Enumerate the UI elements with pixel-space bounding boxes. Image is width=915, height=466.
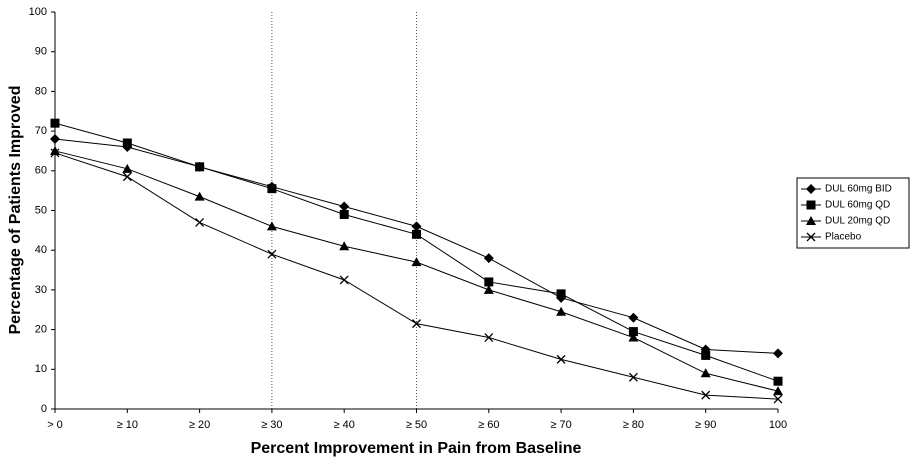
legend-label: DUL 60mg QD [825,200,890,211]
y-tick-label: 0 [41,403,47,415]
marker [266,221,277,231]
marker [339,209,349,219]
x-tick-label: ≥ 20 [189,419,210,431]
marker [122,163,133,173]
marker [556,354,566,364]
legend-label: DUL 60mg BID [825,184,892,195]
marker [483,284,494,294]
x-tick-label: 100 [769,419,787,431]
y-tick-label: 30 [35,284,47,296]
marker [806,232,816,242]
marker [628,372,638,382]
marker [806,216,816,225]
y-tick-label: 80 [35,85,47,97]
marker [339,241,350,251]
legend-label: Placebo [825,232,862,243]
marker [628,312,639,323]
y-tick-label: 100 [29,6,47,18]
y-tick-label: 90 [35,46,47,58]
marker [773,394,783,404]
marker [701,350,711,360]
x-tick-label: ≥ 90 [695,419,716,431]
x-tick-label: ≥ 60 [478,419,499,431]
y-tick-label: 50 [35,204,47,216]
x-tick-label: ≥ 50 [406,419,427,431]
x-tick-label: ≥ 40 [334,419,355,431]
marker [411,221,422,232]
marker [806,184,816,194]
marker [339,275,349,285]
x-tick-label: ≥ 70 [550,419,571,431]
marker [122,138,132,148]
x-tick-label: > 0 [47,419,63,431]
marker [701,390,711,400]
marker [484,333,494,342]
y-tick-label: 10 [35,363,47,375]
marker [50,118,60,128]
y-axis-label: Percentage of Patients Improved [7,86,24,335]
marker [556,306,567,316]
marker [339,201,350,212]
marker [195,162,205,172]
y-tick-label: 40 [35,244,47,256]
marker [267,184,277,194]
legend-label: DUL 20mg QD [825,216,890,227]
marker [412,229,421,239]
y-tick-label: 60 [35,165,47,177]
marker [194,191,205,201]
marker [50,148,60,158]
marker [773,386,783,396]
marker [195,217,205,227]
marker [50,145,60,155]
marker [773,348,783,359]
marker [267,249,277,259]
marker [700,368,711,378]
x-tick-label: ≥ 80 [623,419,644,431]
marker [50,134,60,145]
marker [628,327,638,337]
marker [411,257,422,267]
marker [122,172,132,182]
y-tick-label: 20 [35,324,47,336]
marker [484,277,494,287]
x-axis-label: Percent Improvement in Pain from Baselin… [251,440,582,457]
x-tick-label: ≥ 10 [117,419,138,431]
legend-box [796,177,910,249]
marker [412,319,421,329]
marker [773,376,783,386]
marker [628,332,639,342]
marker [483,253,494,264]
x-tick-label: ≥ 30 [261,419,282,431]
marker [556,289,566,299]
marker [806,200,816,210]
y-tick-label: 70 [35,125,47,137]
